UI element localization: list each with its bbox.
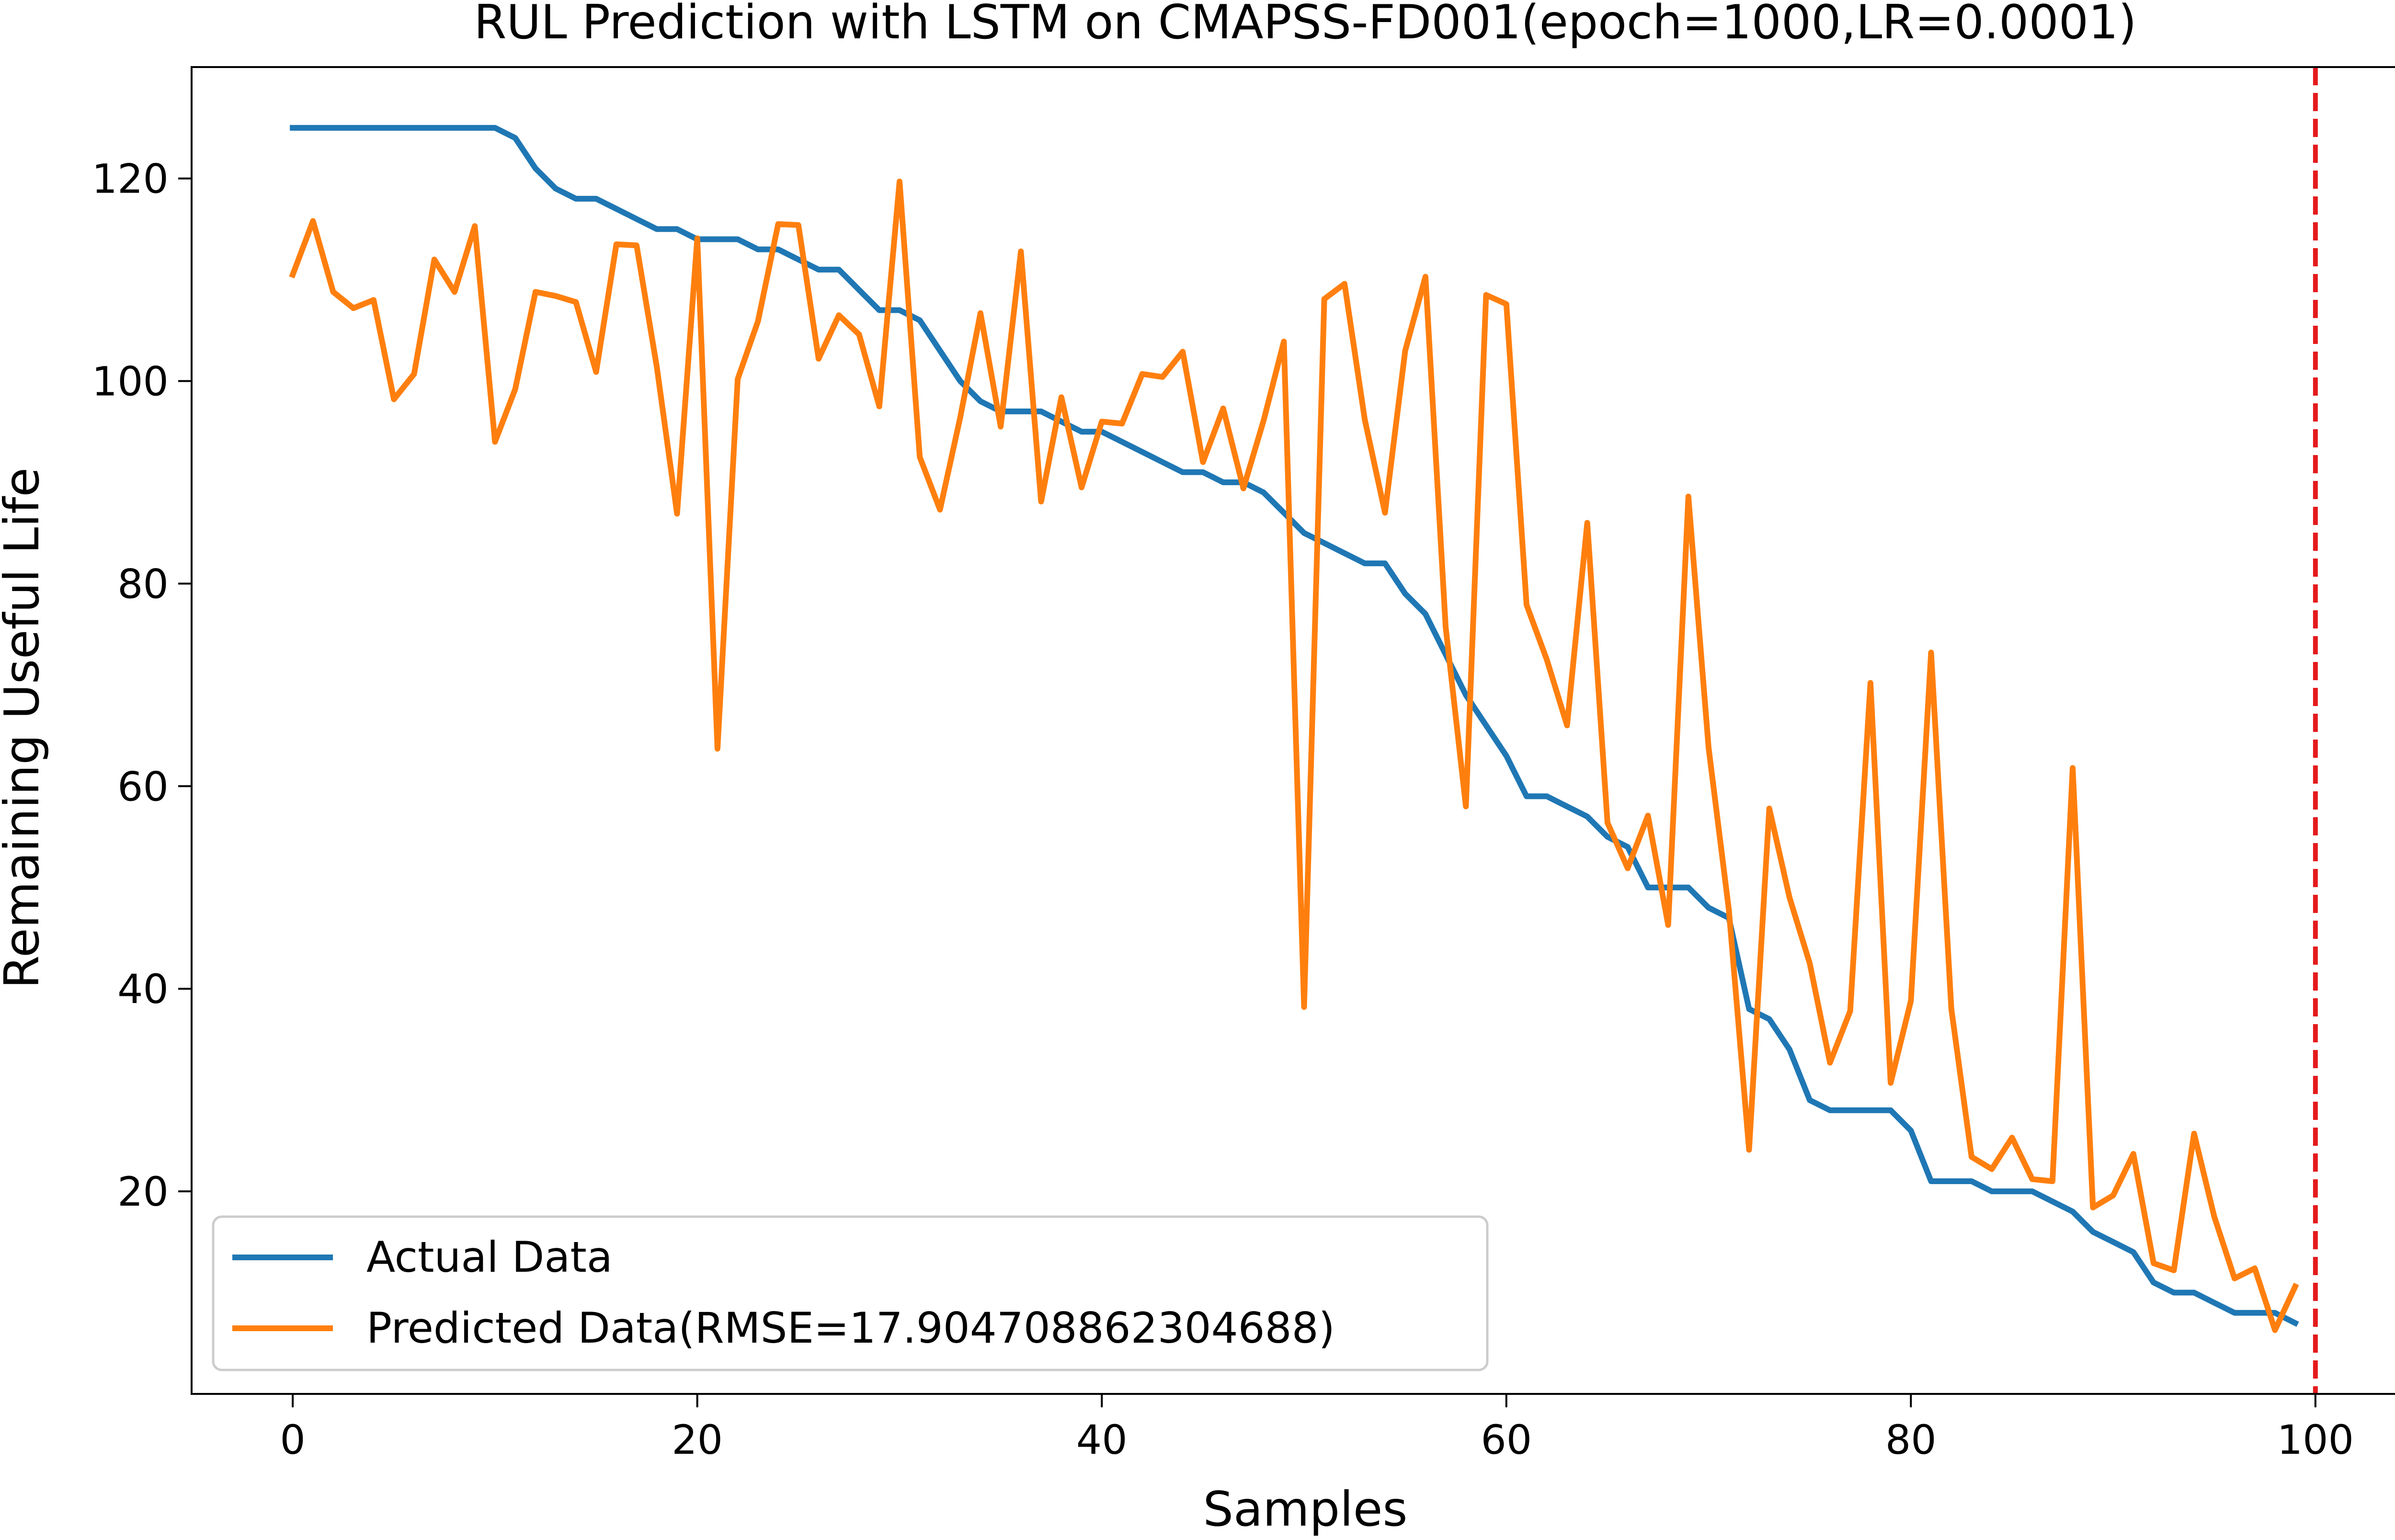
legend-box bbox=[212, 1215, 1489, 1371]
series-line-2 bbox=[289, 178, 2299, 1333]
series-line-1 bbox=[290, 125, 2299, 1327]
x-tick-label: 0 bbox=[280, 1416, 305, 1463]
legend: Actual Data Predicted Data(RMSE=17.904708… bbox=[212, 1215, 1489, 1371]
legend-label-1: Actual Data bbox=[366, 1232, 613, 1282]
plot-area bbox=[289, 67, 2318, 1394]
y-tick-label: 20 bbox=[117, 1168, 169, 1215]
y-tick-label: 120 bbox=[92, 156, 169, 203]
y-tick-label: 40 bbox=[117, 966, 169, 1013]
legend-label-2: Predicted Data(RMSE=17.904708862304688) bbox=[366, 1303, 1335, 1353]
x-axis-label: Samples bbox=[1203, 1481, 1407, 1537]
y-tick-label: 60 bbox=[117, 763, 169, 810]
x-tick-label: 80 bbox=[1885, 1416, 1937, 1463]
axes-frame bbox=[191, 66, 2395, 1395]
y-tick-label: 80 bbox=[117, 560, 169, 607]
x-tick-label: 40 bbox=[1076, 1416, 1128, 1463]
chart-title: RUL Prediction with LSTM on CMAPSS-FD001… bbox=[474, 0, 2136, 50]
x-tick-label: 20 bbox=[672, 1416, 723, 1463]
x-tick-label: 60 bbox=[1481, 1416, 1532, 1463]
axes: 0 20 40 60 80 100 20 40 60 80 100 120 bbox=[92, 66, 2395, 1463]
y-axis-label: Remaining Useful Life bbox=[0, 468, 50, 989]
y-tick-label: 100 bbox=[92, 358, 169, 405]
x-tick-label: 100 bbox=[2277, 1416, 2354, 1463]
